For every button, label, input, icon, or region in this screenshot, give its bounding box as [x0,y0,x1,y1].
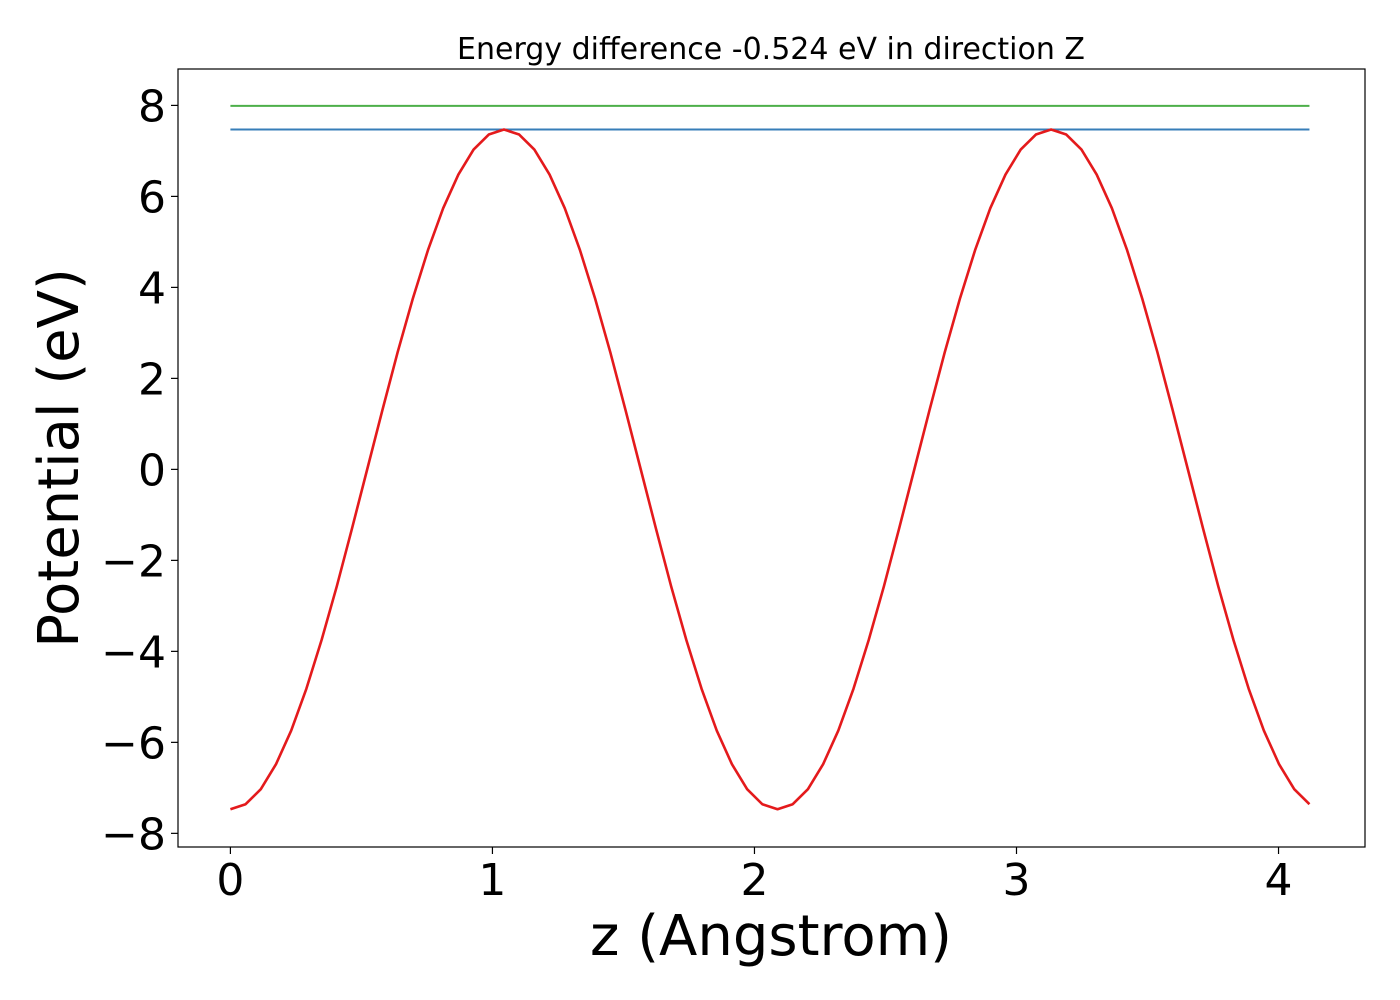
x-axis-label: z (Angstrom) [590,904,952,969]
plot-area [230,104,1311,811]
y-tick-label: −6 [101,718,166,769]
x-tick-label: 3 [1002,855,1030,906]
series-line-potential [230,128,1311,811]
x-tick-label: 4 [1265,855,1293,906]
y-tick-label: 4 [138,263,166,314]
y-tick-label: −2 [101,536,166,587]
y-axis-label: Potential (eV) [27,268,92,648]
y-tick-label: −4 [101,627,166,678]
y-tick-label: −8 [101,809,166,860]
x-axis-ticks: 0 1 2 3 4 [216,847,1293,906]
y-tick-label: 8 [138,81,166,132]
y-tick-label: 6 [138,172,166,223]
plot-frame [177,68,1366,848]
x-tick-label: 2 [740,855,768,906]
x-tick-label: 1 [478,855,506,906]
chart-title: Energy difference -0.524 eV in direction… [457,32,1085,67]
x-tick-label: 0 [216,855,244,906]
y-tick-label: 2 [138,354,166,405]
y-tick-label: 0 [138,445,166,496]
y-axis-ticks: −8 −6 −4 −2 0 2 4 6 8 [101,81,178,860]
